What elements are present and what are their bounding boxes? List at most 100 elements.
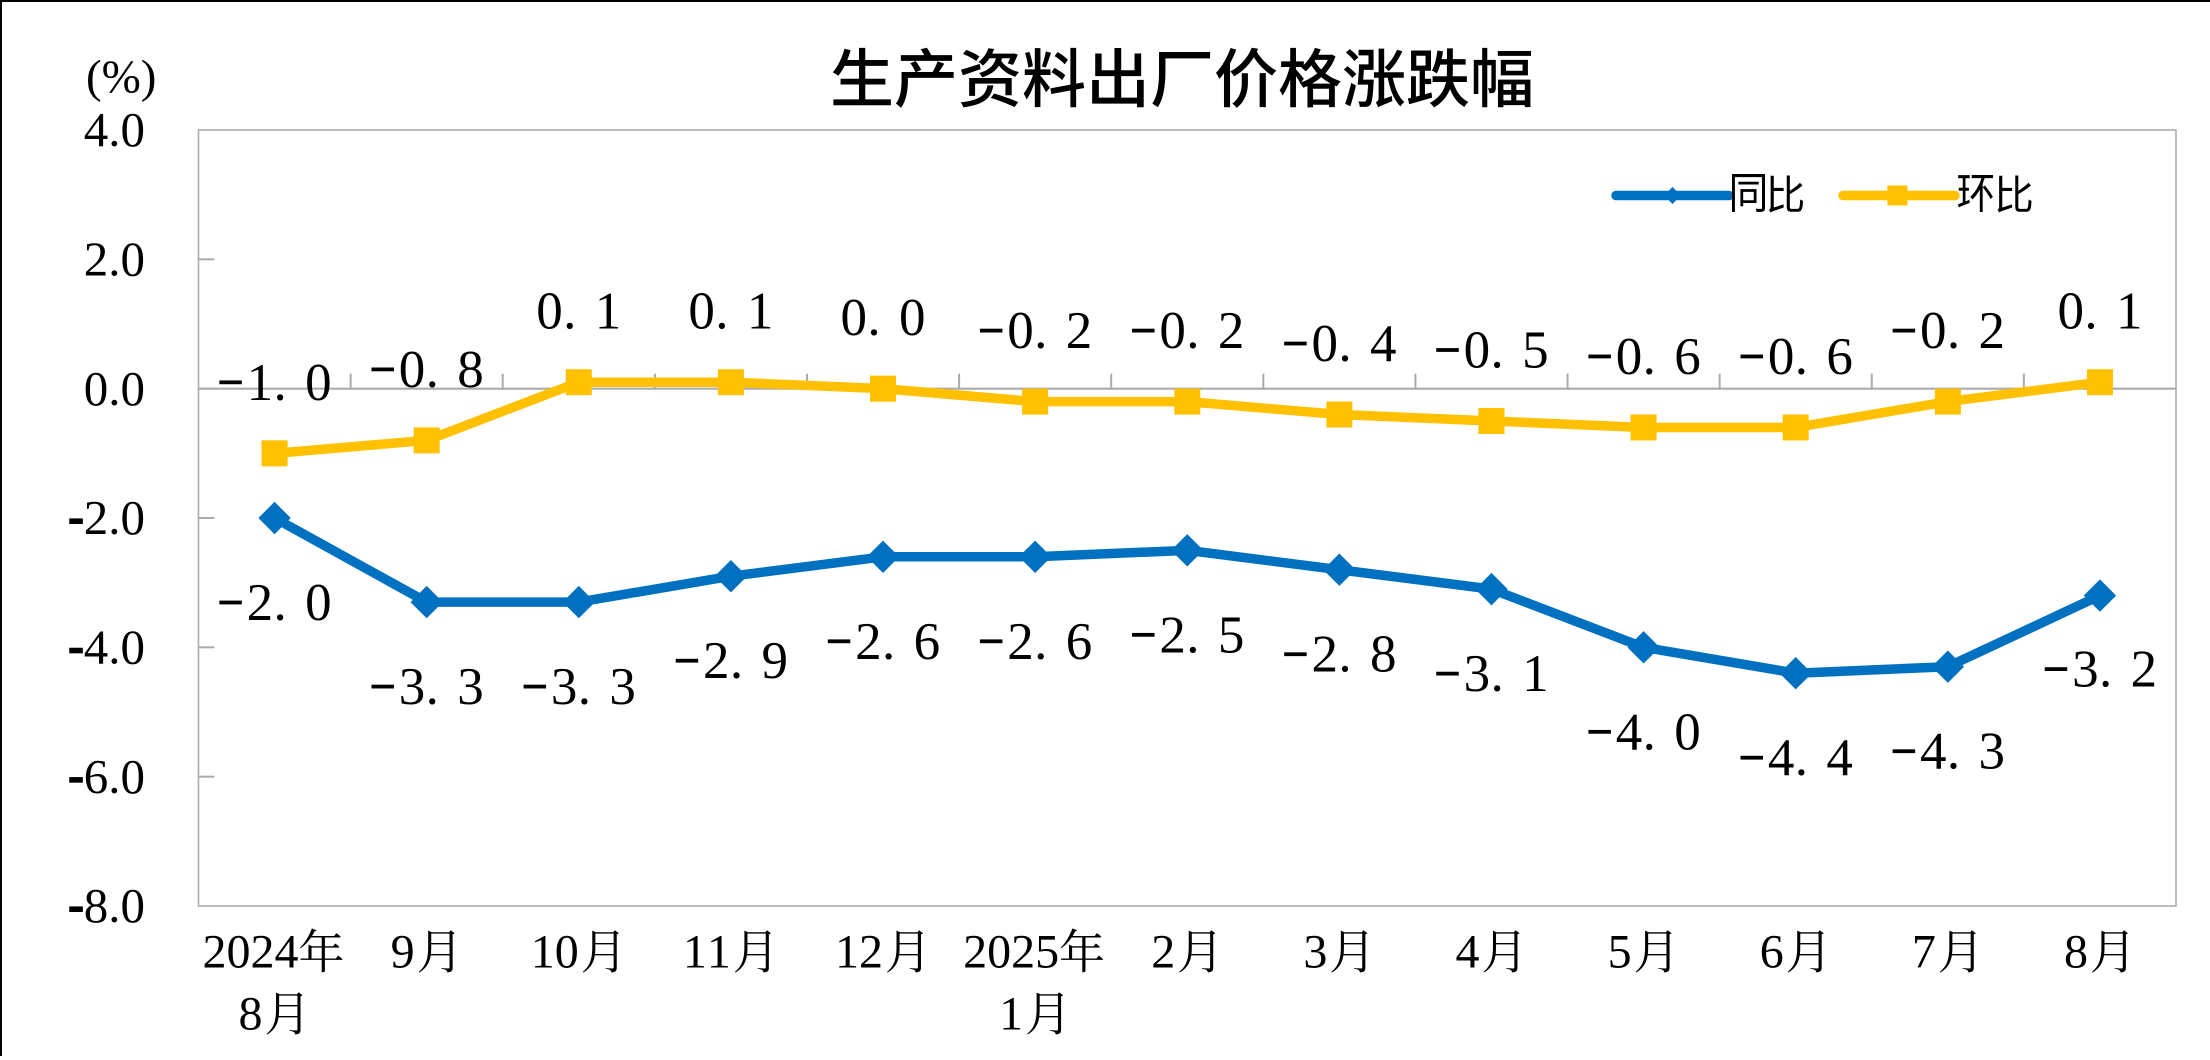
svg-text:4: 4 [1455,926,1479,979]
svg-text:.: . [1795,328,1808,386]
svg-text:6.0: 6.0 [84,749,145,804]
svg-text:3: 3 [1464,645,1491,703]
svg-text:0: 0 [305,574,332,632]
svg-text:8: 8 [2064,926,2088,979]
svg-text:5: 5 [1218,606,1245,664]
svg-text:5: 5 [1035,926,1059,979]
svg-text:9: 9 [391,926,415,979]
svg-text:8: 8 [239,988,263,1041]
svg-text:5: 5 [1608,926,1632,979]
svg-text:6: 6 [1066,613,1093,671]
svg-text:.: . [1490,645,1503,703]
svg-text:6: 6 [914,613,941,671]
svg-text:3: 3 [609,658,636,716]
svg-text:2: 2 [703,632,730,690]
svg-text:.: . [730,632,743,690]
svg-text:.: . [1643,328,1656,386]
svg-text:4: 4 [1768,729,1795,787]
svg-text:8.0: 8.0 [84,878,145,933]
svg-text:0.0: 0.0 [84,361,145,416]
svg-text:.: . [2099,641,2112,699]
svg-text:0: 0 [987,926,1011,979]
svg-text:4: 4 [1826,729,1853,787]
svg-text:2: 2 [1066,302,1093,360]
svg-text:1: 1 [835,926,859,979]
svg-text:0: 0 [536,283,563,341]
svg-text:6: 6 [1760,926,1784,979]
svg-text:2: 2 [1978,302,2005,360]
svg-text:.: . [1643,703,1656,761]
svg-text:0: 0 [899,289,926,347]
svg-text:2: 2 [1011,926,1035,979]
svg-text:.: . [426,341,439,399]
svg-text:.: . [1795,729,1808,787]
svg-text:3: 3 [2072,641,2099,699]
svg-text:3: 3 [399,658,426,716]
svg-text:2: 2 [251,926,275,979]
svg-text:4.0: 4.0 [84,102,145,157]
svg-text:.: . [2084,283,2097,341]
svg-text:2: 2 [1007,613,1034,671]
svg-text:0: 0 [1311,315,1338,373]
svg-text:0: 0 [1920,302,1947,360]
svg-text:1: 1 [247,354,274,412]
svg-text:8: 8 [1370,626,1397,684]
svg-text:(%): (%) [86,51,156,103]
svg-text:2: 2 [1151,926,1175,979]
svg-text:0: 0 [1674,703,1701,761]
svg-text:.: . [1947,723,1960,781]
svg-text:1: 1 [683,926,707,979]
svg-text:2: 2 [247,574,274,632]
svg-text:6: 6 [1674,328,1701,386]
svg-text:3: 3 [1978,723,2005,781]
svg-text:2: 2 [1159,606,1186,664]
svg-text:2: 2 [203,926,227,979]
svg-text:3: 3 [457,658,484,716]
svg-text:.: . [1338,315,1351,373]
svg-text:.: . [1947,302,1960,360]
svg-text:2.0: 2.0 [84,232,145,287]
svg-text:.: . [578,658,591,716]
svg-text:8: 8 [457,341,484,399]
svg-text:2: 2 [1218,302,1245,360]
svg-text:5: 5 [1522,322,1549,380]
svg-text:.: . [882,613,895,671]
svg-text:1: 1 [531,926,555,979]
svg-text:2: 2 [2131,641,2158,699]
svg-text:.: . [563,283,576,341]
svg-text:1: 1 [747,283,774,341]
svg-text:6: 6 [1826,328,1853,386]
svg-text:4: 4 [275,926,299,979]
svg-text:2.0: 2.0 [84,490,145,545]
svg-text:0: 0 [688,283,715,341]
svg-text:1: 1 [707,926,731,979]
svg-text:1: 1 [2116,283,2143,341]
svg-text:4: 4 [1370,315,1397,373]
svg-text:0: 0 [1616,328,1643,386]
svg-text:.: . [274,574,287,632]
svg-text:0: 0 [1768,328,1795,386]
svg-text:1: 1 [1522,645,1549,703]
svg-text:.: . [1186,606,1199,664]
svg-text:2: 2 [963,926,987,979]
svg-text:2: 2 [1311,626,1338,684]
svg-text:.: . [1186,302,1199,360]
svg-text:0: 0 [555,926,579,979]
svg-text:3: 3 [1303,926,1327,979]
svg-text:2: 2 [859,926,883,979]
svg-text:9: 9 [762,632,789,690]
svg-text:1: 1 [999,988,1023,1041]
svg-text:0: 0 [227,926,251,979]
svg-text:0: 0 [2057,283,2084,341]
svg-text:.: . [867,289,880,347]
svg-text:3: 3 [551,658,578,716]
svg-text:0: 0 [1007,302,1034,360]
svg-text:1: 1 [595,283,622,341]
svg-text:.: . [1034,613,1047,671]
svg-text:0: 0 [305,354,332,412]
svg-text:4: 4 [1616,703,1643,761]
svg-text:4: 4 [1920,723,1947,781]
svg-text:.: . [1338,626,1351,684]
svg-text:2: 2 [855,613,882,671]
svg-text:0: 0 [399,341,426,399]
